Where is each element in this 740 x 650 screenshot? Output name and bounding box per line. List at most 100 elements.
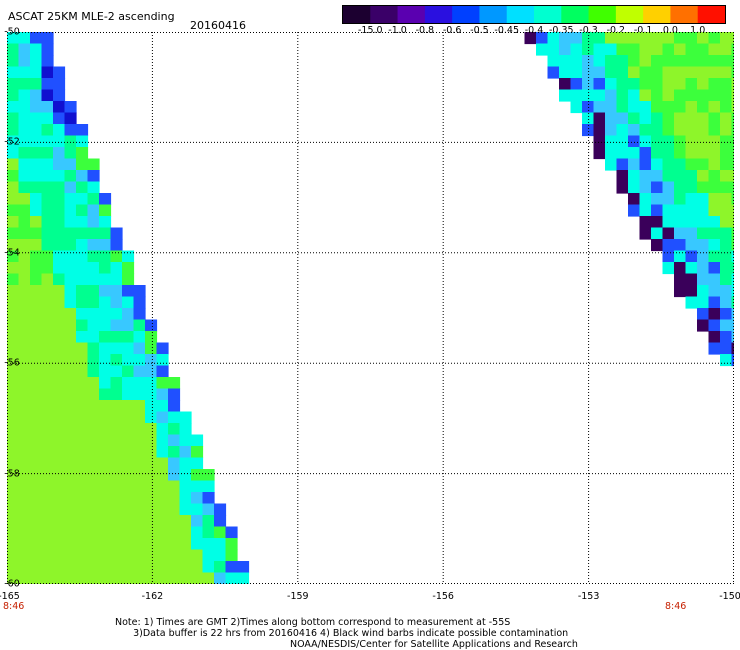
- swath-cell: [64, 446, 77, 459]
- swath-cell: [122, 262, 135, 275]
- swath-cell: [720, 66, 733, 79]
- swath-cell: [720, 216, 733, 229]
- swath-cell: [122, 538, 135, 551]
- swath-cell: [7, 216, 20, 229]
- swath-cell: [662, 170, 675, 183]
- swath-cell: [685, 135, 698, 148]
- swath-cell: [99, 365, 112, 378]
- swath-cell: [18, 101, 31, 114]
- swath-cell: [53, 239, 66, 252]
- swath-cell: [582, 78, 595, 91]
- swath-cell: [708, 227, 721, 240]
- swath-cell: [41, 112, 54, 125]
- swath-cell: [53, 342, 66, 355]
- swath-cell: [662, 78, 675, 91]
- swath-cell: [214, 549, 227, 562]
- swath-cell: [168, 400, 181, 413]
- swath-cell: [133, 572, 146, 584]
- swath-cell: [674, 32, 687, 45]
- colorbar-segment: [452, 6, 480, 23]
- swath-cell: [64, 112, 77, 125]
- swath-cell: [64, 526, 77, 539]
- swath-cell: [7, 503, 20, 516]
- swath-cell: [18, 124, 31, 137]
- swath-cell: [731, 101, 734, 114]
- swath-cell: [18, 342, 31, 355]
- swath-cell: [559, 66, 572, 79]
- swath-cell: [720, 135, 733, 148]
- swath-cell: [697, 273, 710, 286]
- swath-cell: [145, 411, 158, 424]
- swath-cell: [639, 204, 652, 217]
- swath-cell: [674, 216, 687, 229]
- swath-cell: [214, 538, 227, 551]
- swath-cell: [76, 331, 89, 344]
- swath-cell: [53, 227, 66, 240]
- swath-cell: [685, 55, 698, 68]
- swath-cell: [30, 43, 43, 56]
- swath-cell: [202, 561, 215, 574]
- swath-cell: [582, 112, 595, 125]
- swath-cell: [605, 124, 618, 137]
- swath-cell: [41, 423, 54, 436]
- swath-cell: [145, 538, 158, 551]
- swath-cell: [76, 457, 89, 470]
- swath-cell: [237, 572, 250, 584]
- swath-cell: [30, 66, 43, 79]
- swath-cell: [593, 112, 606, 125]
- swath-cell: [87, 227, 100, 240]
- swath-cell: [18, 78, 31, 91]
- swath-cell: [110, 526, 123, 539]
- colorbar: [342, 5, 726, 24]
- swath-cell: [593, 32, 606, 45]
- swath-cell: [191, 480, 204, 493]
- swath-cell: [41, 250, 54, 263]
- swath-cell: [156, 411, 169, 424]
- colorbar-segment: [561, 6, 590, 23]
- swath-cell: [605, 158, 618, 171]
- swath-cell: [122, 400, 135, 413]
- swath-cell: [731, 124, 734, 137]
- swath-cell: [99, 388, 112, 401]
- latitude-label: -50: [4, 26, 20, 38]
- swath-cell: [685, 101, 698, 114]
- swath-cell: [674, 181, 687, 194]
- swath-cell: [7, 469, 20, 482]
- swath-cell: [64, 227, 77, 240]
- swath-cell: [156, 365, 169, 378]
- swath-cell: [76, 296, 89, 309]
- swath-cell: [731, 147, 734, 160]
- swath-cell: [87, 503, 100, 516]
- swath-cell: [76, 319, 89, 332]
- swath-cell: [122, 423, 135, 436]
- latitude-label: -52: [4, 136, 20, 148]
- swath-cell: [99, 342, 112, 355]
- swath-cell: [145, 423, 158, 436]
- swath-cell: [41, 181, 54, 194]
- swath-cell: [133, 503, 146, 516]
- swath-cell: [168, 572, 181, 584]
- swath-cell: [685, 227, 698, 240]
- swath-cell: [662, 89, 675, 102]
- swath-cell: [145, 331, 158, 344]
- swath-cell: [30, 158, 43, 171]
- swath-cell: [156, 515, 169, 528]
- swath-cell: [41, 503, 54, 516]
- swath-cell: [122, 285, 135, 298]
- swath-cell: [133, 549, 146, 562]
- swath-cell: [122, 377, 135, 390]
- swath-cell: [99, 308, 112, 321]
- swath-cell: [122, 365, 135, 378]
- swath-cell: [53, 308, 66, 321]
- swath-cell: [41, 469, 54, 482]
- swath-cell: [662, 262, 675, 275]
- swath-cell: [662, 204, 675, 217]
- swath-cell: [605, 43, 618, 56]
- swath-cell: [697, 262, 710, 275]
- swath-cell: [110, 561, 123, 574]
- swath-cell: [616, 135, 629, 148]
- swath-cell: [30, 423, 43, 436]
- swath-cell: [76, 503, 89, 516]
- swath-cell: [179, 469, 192, 482]
- swath-cell: [87, 193, 100, 206]
